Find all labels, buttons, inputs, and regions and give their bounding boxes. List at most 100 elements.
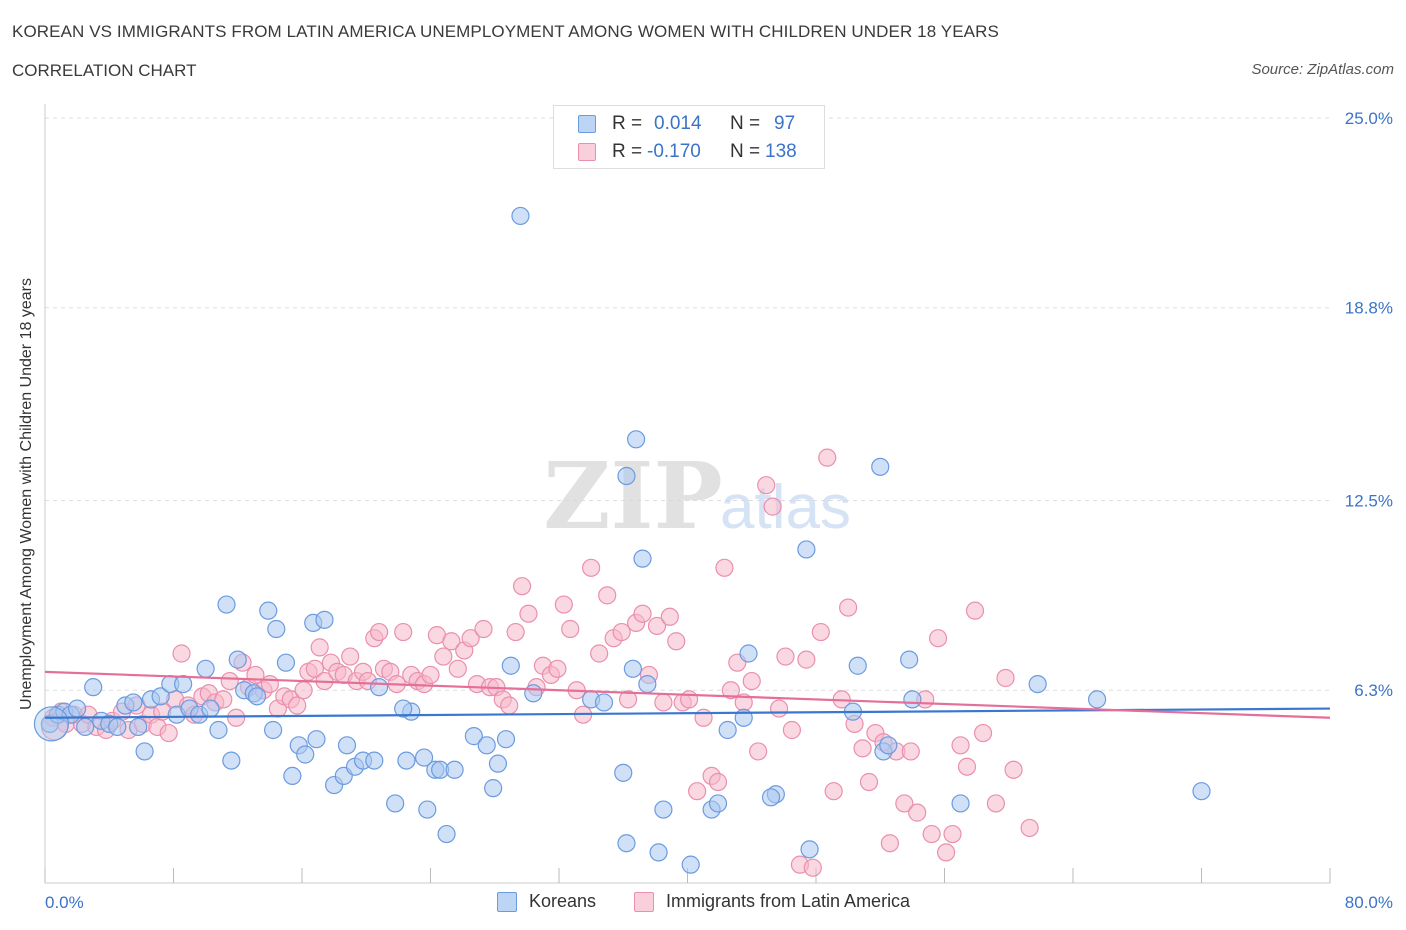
latin-legend-label: Immigrants from Latin America <box>666 891 911 911</box>
korean-point <box>196 659 215 678</box>
korean-point <box>484 779 503 798</box>
latin-point <box>715 558 734 577</box>
korean-point <box>477 736 496 755</box>
x-tick-label-min: 0.0% <box>45 893 84 912</box>
korean-point <box>370 678 389 697</box>
korean-point <box>307 730 326 749</box>
korean-point <box>129 717 148 737</box>
korean-point <box>337 736 357 755</box>
korean-point <box>501 656 520 675</box>
legend-row-latin: R = -0.170 N = 138 <box>578 140 818 164</box>
svg-text:ZIP: ZIP <box>543 442 722 550</box>
koreans-legend-swatch <box>497 892 517 912</box>
latin-point <box>172 644 191 663</box>
latin-point <box>227 708 246 727</box>
korean-point <box>633 549 652 568</box>
korean-point <box>1087 690 1107 709</box>
korean-point <box>488 754 508 773</box>
korean-point <box>259 601 278 620</box>
latin-point <box>965 601 985 620</box>
latin-point <box>548 659 567 678</box>
latin-point <box>512 577 532 596</box>
latin-point <box>633 604 652 623</box>
y-tick-label: 12.5% <box>1345 492 1393 511</box>
korean-point <box>617 834 636 853</box>
korean-point <box>654 800 673 819</box>
latin-point <box>442 632 461 651</box>
latin-point <box>660 607 679 626</box>
latin-point <box>708 772 728 792</box>
korean-point <box>1028 674 1047 694</box>
korean-point <box>623 659 642 678</box>
watermark-logo: ZIP atlas <box>543 442 851 550</box>
korean-points <box>33 206 1211 874</box>
korean-point <box>445 760 464 779</box>
latin-point <box>937 843 956 862</box>
korean-point <box>228 650 247 669</box>
latin-point <box>996 668 1015 688</box>
latin-point <box>1020 818 1039 838</box>
latin-n-label: N = <box>730 141 761 162</box>
latin-point <box>763 497 782 516</box>
bottom-legend-koreans: Koreans <box>497 890 617 914</box>
korean-point <box>649 843 668 862</box>
korean-point <box>951 794 970 813</box>
latin-point <box>776 647 795 666</box>
korean-point <box>414 748 434 767</box>
latin-point <box>680 690 699 709</box>
latin-point <box>928 629 948 648</box>
source-credit: Source: ZipAtlas.com <box>1251 61 1394 78</box>
latin-point <box>260 674 279 694</box>
koreans-legend-label: Koreans <box>529 891 597 911</box>
latin-point <box>951 736 970 755</box>
korean-point <box>394 699 413 718</box>
latin-point <box>797 650 816 669</box>
latin-r-label: R = <box>612 141 643 162</box>
korean-point <box>626 430 646 449</box>
koreans-swatch <box>578 115 596 133</box>
latin-point <box>782 720 802 740</box>
trendlines <box>44 670 1331 719</box>
korean-point <box>124 693 143 712</box>
korean-point <box>386 794 405 813</box>
y-tick-label: 6.3% <box>1354 681 1393 700</box>
latin-point <box>214 690 233 709</box>
latin-point <box>769 699 789 718</box>
korean-point <box>614 763 633 782</box>
latin-point <box>818 448 837 467</box>
latin-point <box>859 772 879 792</box>
korean-point <box>276 653 296 672</box>
correlation-legend: R = 0.014 N = 97 R = -0.170 N = 138 <box>553 105 825 169</box>
latin-point <box>519 604 538 623</box>
latin-point <box>803 858 822 877</box>
latin-point <box>434 647 453 666</box>
latin-point <box>448 659 467 678</box>
korean-point <box>594 693 614 712</box>
latin-point <box>654 693 673 712</box>
korean-point <box>1192 782 1211 801</box>
latin-swatch <box>578 143 596 161</box>
latin-point <box>688 782 707 801</box>
bottom-legend-latin: Immigrants from Latin America <box>634 890 954 914</box>
korean-point <box>174 674 193 694</box>
korean-point <box>848 656 867 675</box>
korean-point <box>222 751 241 770</box>
latin-point <box>394 622 413 642</box>
korean-point <box>511 206 530 226</box>
latin-point <box>757 476 776 495</box>
latin-point <box>220 671 239 691</box>
latin-legend-swatch <box>634 892 654 912</box>
korean-point <box>797 540 816 559</box>
latin-point <box>598 586 617 605</box>
korean-point <box>135 742 154 761</box>
latin-point <box>694 708 713 727</box>
latin-point <box>582 558 601 577</box>
korean-point <box>871 457 890 476</box>
latin-point <box>294 681 313 700</box>
latin-point <box>618 690 638 709</box>
korean-point <box>524 684 543 703</box>
korean-point <box>247 687 267 706</box>
latin-point <box>1004 760 1023 779</box>
latin-point <box>590 644 609 663</box>
latin-point <box>612 622 631 642</box>
